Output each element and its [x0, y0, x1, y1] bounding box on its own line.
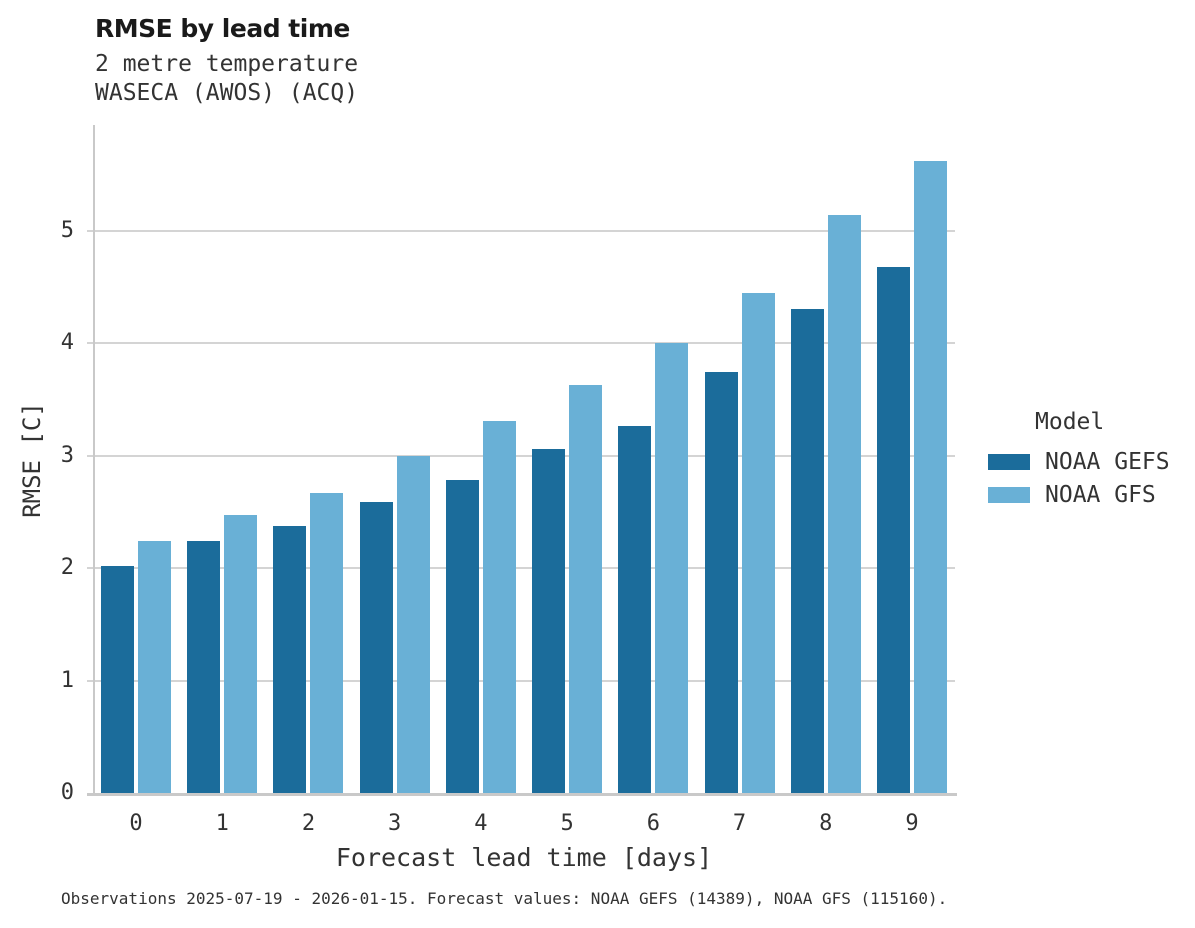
bar-noaa-gfs-lead-9	[913, 161, 947, 793]
bar-noaa-gefs-lead-1	[187, 541, 221, 793]
y-tick-label: 3	[60, 442, 74, 468]
bar-noaa-gefs-lead-2	[273, 526, 307, 793]
bar-noaa-gefs-lead-3	[359, 501, 393, 793]
legend-item-noaa-gefs: NOAA GEFS	[988, 445, 1193, 478]
y-tick-label: 0	[60, 780, 74, 805]
chart-subtitle-line1: 2 metre temperature	[95, 51, 359, 77]
bar-noaa-gefs-lead-4	[445, 480, 479, 793]
y-tick-label: 5	[60, 217, 74, 243]
gridline	[93, 679, 955, 682]
y-tick-mark	[87, 229, 93, 232]
legend-swatch-noaa-gfs	[988, 486, 1030, 503]
y-tick-label: 2	[60, 555, 74, 581]
gridline	[93, 229, 955, 232]
x-tick-label: 0	[129, 811, 143, 836]
y-tick-mark	[87, 567, 93, 570]
legend-title: Model	[1035, 409, 1105, 435]
x-tick-label: 8	[819, 811, 833, 836]
bar-noaa-gfs-lead-1	[224, 515, 258, 793]
gridline	[93, 454, 955, 457]
bar-noaa-gefs-lead-6	[618, 426, 652, 793]
bar-noaa-gefs-lead-9	[876, 266, 910, 793]
legend-item-noaa-gfs: NOAA GFS	[988, 478, 1193, 511]
x-tick-label: 3	[388, 811, 402, 836]
bar-noaa-gefs-lead-7	[704, 372, 738, 793]
legend-label-noaa-gefs: NOAA GEFS	[1045, 448, 1170, 475]
gridline	[93, 567, 955, 570]
x-tick-label: 9	[905, 811, 919, 836]
y-tick-mark	[87, 342, 93, 345]
y-tick-label: 4	[60, 330, 74, 356]
x-tick-label: 5	[560, 811, 574, 836]
chart-subtitle: 2 metre temperature WASECA (AWOS) (ACQ)	[95, 50, 358, 108]
x-axis-title: Forecast lead time [days]	[335, 843, 713, 872]
gridline	[93, 342, 955, 345]
x-tick-label: 1	[215, 811, 229, 836]
chart-title: RMSE by lead time	[95, 14, 350, 43]
x-tick-label: 2	[301, 811, 316, 836]
x-axis-line	[87, 793, 957, 796]
bar-noaa-gfs-lead-7	[741, 292, 775, 793]
x-tick-label: 6	[646, 811, 660, 836]
x-tick-label: 7	[732, 811, 747, 836]
bar-noaa-gfs-lead-5	[569, 384, 603, 793]
y-axis-line	[93, 125, 95, 796]
bar-noaa-gfs-lead-3	[396, 455, 430, 793]
chart-subtitle-line2: WASECA (AWOS) (ACQ)	[95, 80, 359, 106]
bar-noaa-gfs-lead-6	[655, 343, 689, 793]
y-tick-mark	[87, 454, 93, 457]
y-tick-label: 1	[60, 667, 74, 693]
bar-noaa-gefs-lead-5	[532, 448, 566, 793]
bar-noaa-gfs-lead-0	[138, 541, 171, 793]
legend-label-noaa-gfs: NOAA GFS	[1045, 481, 1156, 508]
legend-swatch-noaa-gefs	[988, 453, 1030, 470]
bar-noaa-gefs-lead-0	[101, 565, 134, 793]
bar-noaa-gfs-lead-4	[482, 420, 516, 793]
bar-noaa-gefs-lead-8	[790, 309, 824, 793]
bar-noaa-gfs-lead-8	[827, 214, 861, 793]
legend: Model NOAA GEFS NOAA GFS	[988, 409, 1193, 511]
bar-noaa-gfs-lead-2	[310, 492, 344, 793]
footnote: Observations 2025-07-19 - 2026-01-15. Fo…	[61, 889, 948, 908]
x-tick-label: 4	[474, 811, 488, 836]
plot-area	[87, 125, 955, 793]
y-tick-mark	[87, 679, 93, 682]
